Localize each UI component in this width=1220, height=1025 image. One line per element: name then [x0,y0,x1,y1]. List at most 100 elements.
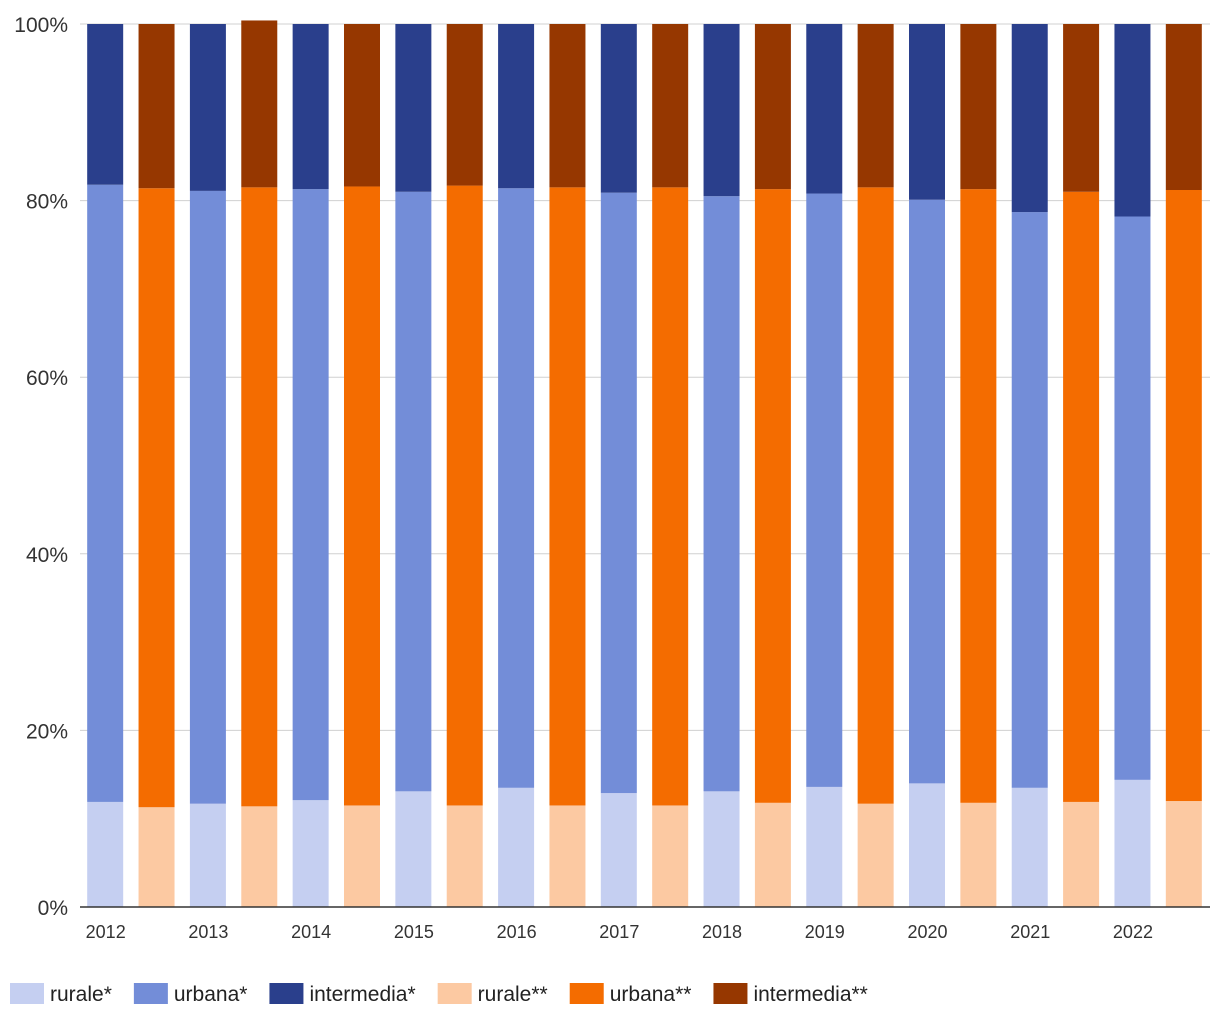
bar-segment-intermediass [754,24,791,190]
x-tick-label: 2018 [702,922,742,942]
bar-segment-ruraless [549,805,586,907]
bar-segment-intermedias [703,24,740,197]
legend: rurale* urbana* intermedia* rurale** urbana*… [10,983,868,1006]
legend-item: urbana* [133,983,248,1006]
bar-segment-urbanass [446,185,483,806]
bar-segment-rurales [87,801,124,907]
bar-segment-intermedias [600,24,637,193]
bar-segment-ruraless [960,802,997,907]
bar-segment-urbanas [498,188,535,788]
x-tick-label: 2021 [1010,922,1050,942]
bar-segment-intermediass [446,24,483,186]
legend-label: intermedia* [309,983,415,1006]
bar-segment-intermediass [960,24,997,190]
bar-segment-intermedias [498,24,535,189]
y-tick-label: 40% [26,544,68,567]
bar-segment-urbanass [652,187,689,806]
bar-segment-ruraless [754,802,791,907]
legend-label: urbana** [610,983,692,1006]
x-tick-label: 2020 [907,922,947,942]
legend-label: rurale* [50,983,112,1006]
bar-segment-urbanas [1011,212,1048,788]
bar-segment-intermedias [395,24,432,192]
bar-segment-urbanas [292,189,329,801]
bar-segment-intermediass [857,24,894,188]
legend-item: rurale* [10,983,112,1006]
y-tick-label: 20% [26,720,68,743]
legend-swatch [713,983,748,1004]
y-tick-label: 100% [14,14,68,37]
x-tick-label: 2019 [805,922,845,942]
x-tick-label: 2017 [599,922,639,942]
bar-segment-urbanas [1114,216,1151,780]
x-tick-label: 2013 [188,922,228,942]
legend-swatch [269,983,304,1004]
bar-segment-rurales [600,793,637,907]
bar-segment-ruraless [446,805,483,907]
bar-segment-ruraless [857,803,894,907]
bar-segment-intermediass [1063,24,1100,192]
bar-segment-rurales [395,791,432,907]
bar-segment-intermedias [1114,24,1151,217]
legend-swatch [437,983,472,1004]
x-tick-label: 2015 [394,922,434,942]
bar-segment-rurales [498,787,535,907]
bar-segment-urbanass [344,186,380,806]
bar-segment-urbanas [87,184,124,802]
bar-segment-rurales [909,783,945,907]
y-tick-label: 0% [38,897,68,920]
bar-segment-urbanass [138,188,175,808]
x-tick-label: 2022 [1113,922,1153,942]
bar-segment-urbanass [549,187,586,806]
bar-segment-rurales [189,803,226,907]
bar-segment-urbanas [395,191,432,792]
bar-segment-rurales [703,791,740,907]
bar-segment-urbanass [1063,191,1100,802]
bar-segment-urbanas [600,192,637,794]
legend-swatch [10,983,44,1004]
bar-segment-intermediass [138,24,175,189]
bars-layer [87,20,1202,907]
bar-segment-ruraless [652,805,689,907]
legend-item: rurale** [437,983,548,1006]
bar-segment-intermedias [189,24,226,191]
bar-segment-intermedias [87,24,124,185]
bar-segment-rurales [292,800,329,907]
bar-segment-ruraless [138,807,175,907]
bar-segment-intermedias [1011,24,1048,213]
y-tick-label: 80% [26,191,68,214]
bar-segment-intermediass [241,20,278,188]
bar-segment-urbanass [857,187,894,804]
x-tick-label: 2016 [497,922,537,942]
bar-segment-intermediass [652,24,689,188]
bar-segment-intermediass [344,24,380,187]
legend-label: urbana* [174,983,248,1006]
bar-segment-urbanas [909,199,945,784]
bar-segment-rurales [1114,779,1151,907]
x-tick-label: 2014 [291,922,331,942]
bar-segment-rurales [806,786,843,907]
bar-segment-ruraless [1063,801,1100,907]
legend-item: intermedia** [713,983,868,1006]
bar-segment-urbanas [703,196,740,792]
legend-swatch [133,983,168,1004]
x-tick-label: 2012 [86,922,126,942]
y-tick-label: 60% [26,367,68,390]
bar-segment-intermediass [549,24,586,188]
axis-layer: 0% 20% 40% 60% 80% 100% 2012 2013 2014 2015 2016 20… [14,14,1210,942]
bar-segment-ruraless [241,806,278,907]
bar-segment-intermedias [292,24,329,190]
bar-segment-urbanas [189,190,226,804]
bar-segment-intermediass [1165,24,1202,191]
bar-segment-ruraless [344,805,380,907]
legend-label: intermedia** [753,983,867,1006]
legend-label: rurale** [478,983,548,1006]
legend-item: urbana** [569,983,692,1006]
bar-segment-urbanas [806,193,843,787]
bar-segment-urbanass [241,187,278,807]
legend-swatch [569,983,604,1004]
bar-segment-intermedias [909,24,945,200]
bar-segment-intermedias [806,24,843,194]
